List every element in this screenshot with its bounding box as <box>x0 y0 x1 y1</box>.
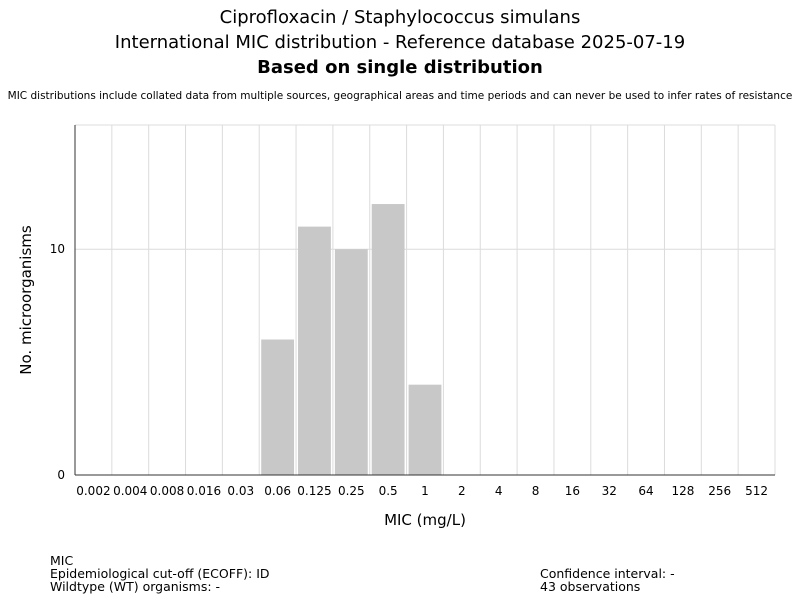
x-tick-label: 256 <box>708 484 731 498</box>
x-tick-label: 64 <box>638 484 653 498</box>
bar-0.5 <box>371 204 405 475</box>
footer-mic-label: MIC <box>50 553 74 568</box>
x-tick-label: 0.06 <box>264 484 291 498</box>
footer-observations: 43 observations <box>540 579 641 594</box>
y-axis-label: No. microorganisms <box>17 225 35 375</box>
x-tick-label: 0.5 <box>379 484 398 498</box>
chart-title-line3: Based on single distribution <box>257 57 543 78</box>
x-tick-label: 8 <box>532 484 540 498</box>
x-tick-label: 128 <box>671 484 694 498</box>
x-tick-label: 4 <box>495 484 503 498</box>
chart-title-line1: Ciprofloxacin / Staphylococcus simulans <box>219 7 581 28</box>
bar-0.125 <box>298 226 331 475</box>
x-tick-label: 512 <box>745 484 768 498</box>
mic-distribution-chart: 0 10 0.002 0.004 0.008 0.016 0.03 0.06 0.125 0.25… <box>17 124 776 529</box>
footer-ecoff: Epidemiological cut-off (ECOFF): ID <box>50 566 270 581</box>
footer-wildtype: Wildtype (WT) organisms: - <box>50 579 221 594</box>
x-tick-label: 0.25 <box>338 484 365 498</box>
x-tick-label: 0.008 <box>150 484 184 498</box>
x-tick-label: 2 <box>458 484 466 498</box>
x-tick-label: 32 <box>602 484 617 498</box>
chart-title-line2: International MIC distribution - Referen… <box>114 32 686 53</box>
x-tick-label: 0.03 <box>227 484 254 498</box>
y-tick-label: 10 <box>50 242 65 256</box>
bar-0.25 <box>334 249 368 475</box>
x-tick-label: 1 <box>421 484 429 498</box>
x-tick-label: 0.125 <box>297 484 331 498</box>
bar-0.06 <box>261 339 295 475</box>
x-tick-label: 0.004 <box>113 484 147 498</box>
y-tick-label: 0 <box>57 468 65 482</box>
footer-right: Confidence interval: - 43 observations <box>540 567 675 593</box>
footer-confidence-interval: Confidence interval: - <box>540 566 675 581</box>
x-axis-label: MIC (mg/L) <box>384 511 466 529</box>
footer-left: MIC Epidemiological cut-off (ECOFF): ID … <box>50 554 270 593</box>
x-tick-label: 16 <box>565 484 580 498</box>
x-tick-label: 0.002 <box>76 484 110 498</box>
chart-disclaimer: MIC distributions include collated data … <box>7 90 793 102</box>
x-tick-label: 0.016 <box>187 484 221 498</box>
bar-1 <box>408 384 442 475</box>
